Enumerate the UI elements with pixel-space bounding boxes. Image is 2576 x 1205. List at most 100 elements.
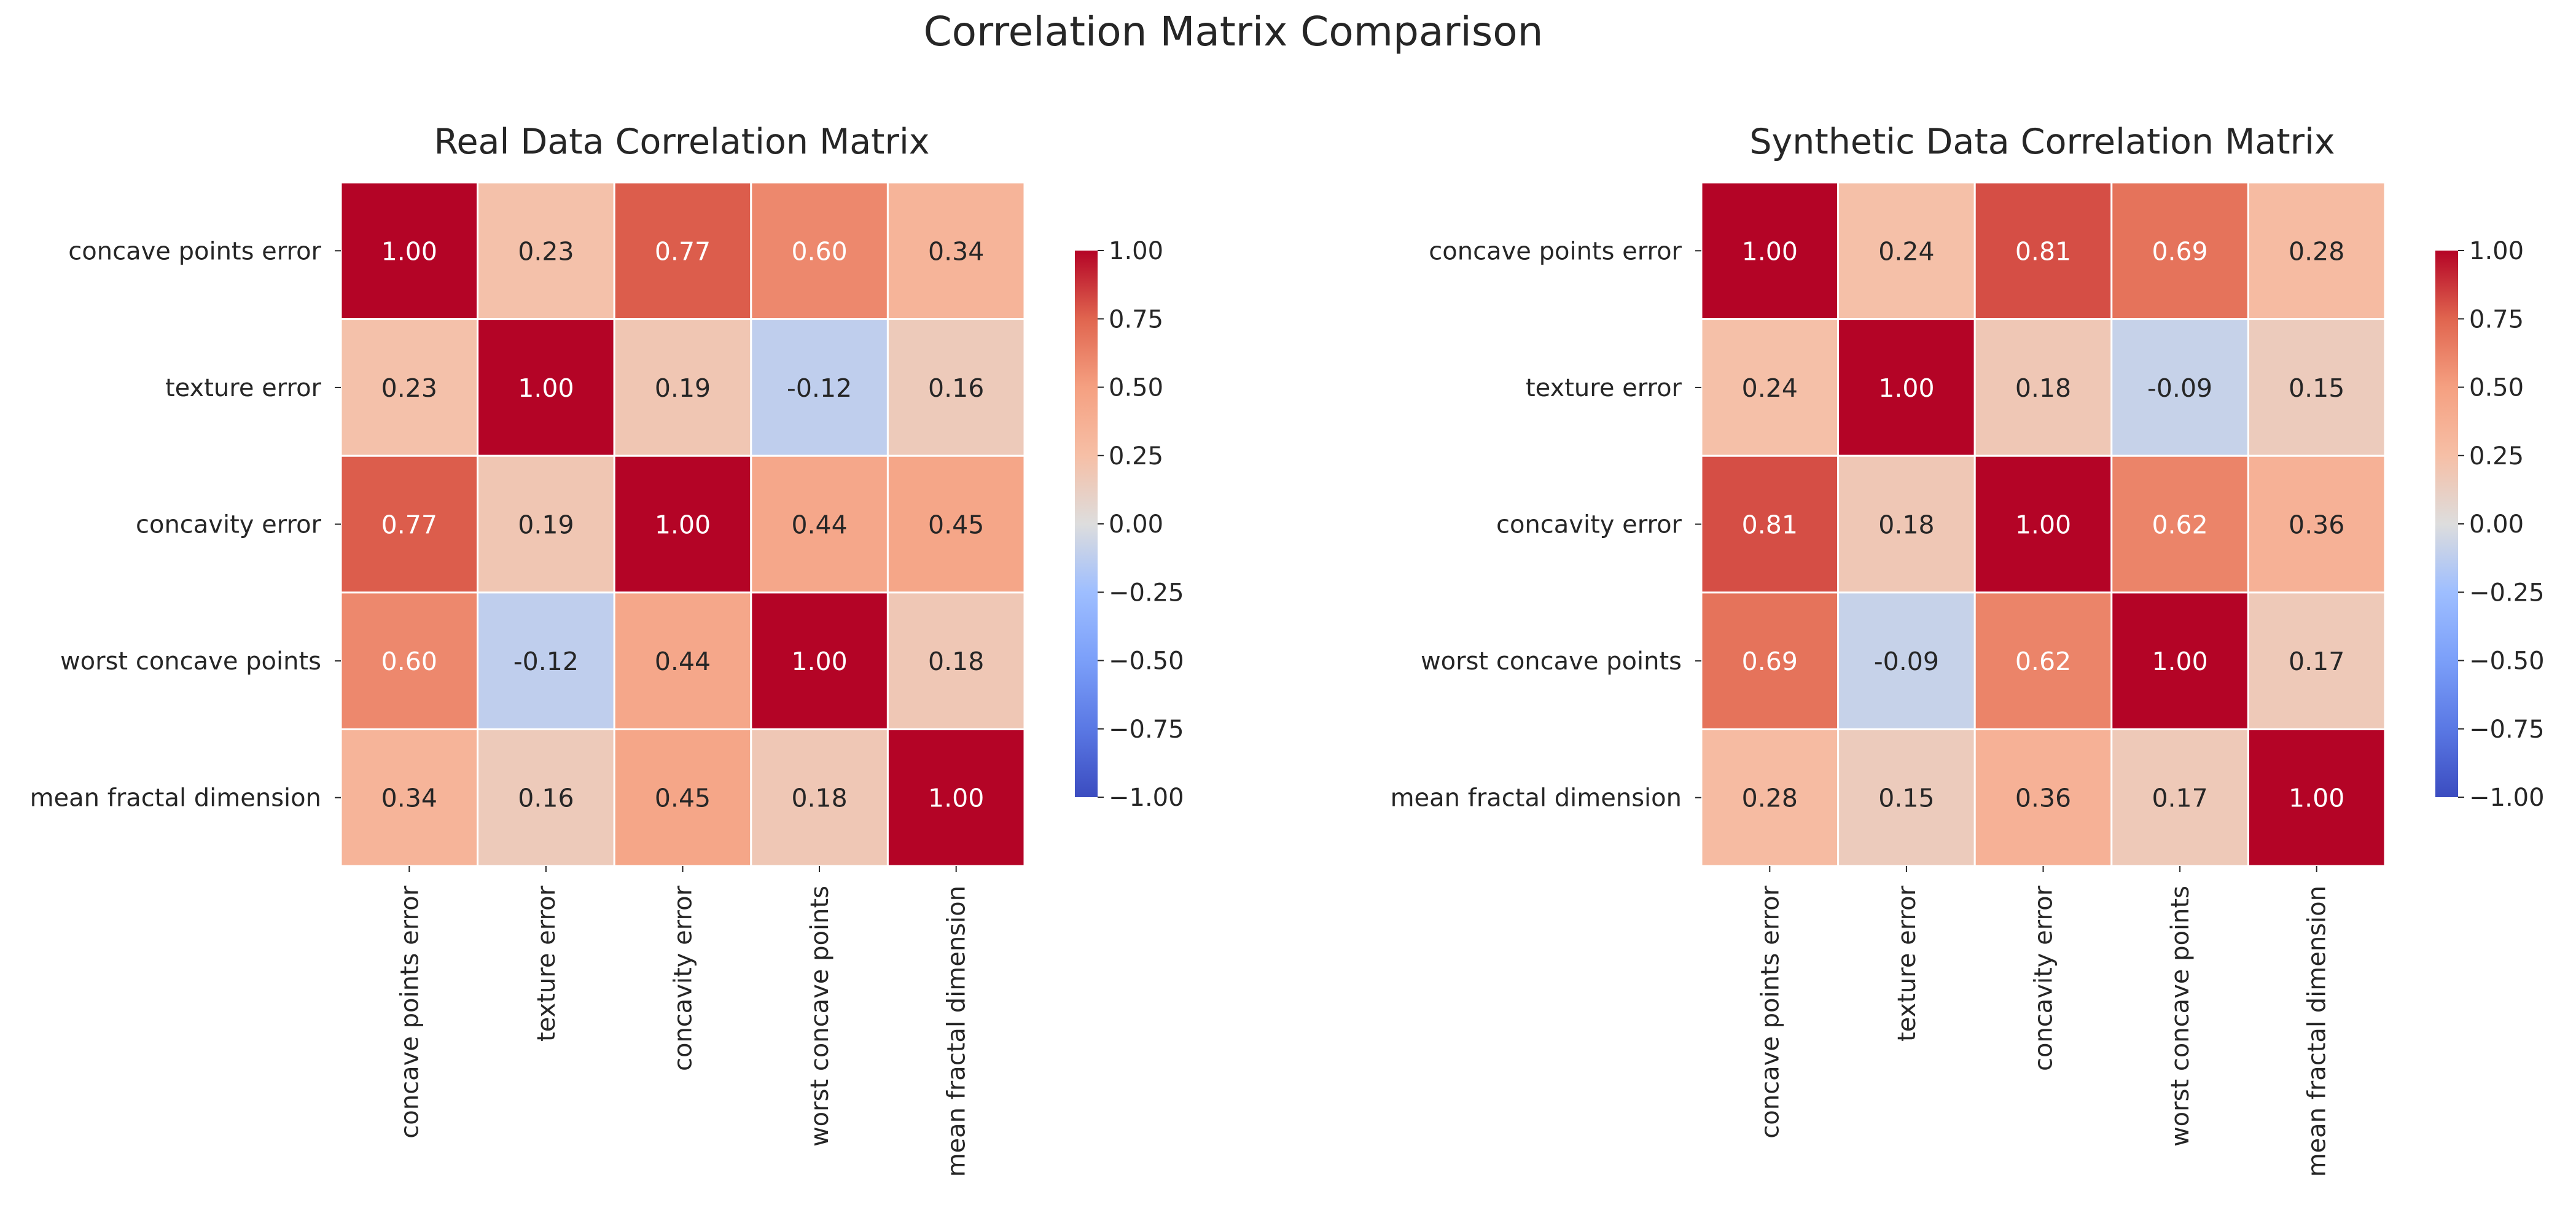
synthetic-colorbar-tick-label: 0.25 — [2469, 442, 2524, 470]
real-heatmap-y-labels: concave points error texture error concavi… — [30, 237, 341, 813]
synthetic-heatmap-cell — [2110, 318, 2249, 457]
synthetic-x-tick-label: concavity error — [2030, 885, 2058, 1071]
real-heatmap-cell-value: 0.34 — [381, 784, 437, 813]
synthetic-heatmap-panel: Synthetic Data Correlation Matrix 1.00 0.… — [1391, 122, 2545, 1177]
synthetic-x-tick-label: texture error — [1893, 885, 1921, 1042]
synthetic-heatmap-cells: 1.00 0.24 0.81 0.69 0.28 0.24 1.00 0.18 -0.09 0.1… — [1700, 181, 2386, 867]
synthetic-heatmap-cell — [1973, 181, 2113, 321]
real-heatmap-cell-value: 0.44 — [791, 510, 847, 540]
real-heatmap-cell — [340, 728, 479, 867]
real-y-tick-label: texture error — [165, 374, 322, 402]
synthetic-colorbar-tick-label: 0.00 — [2469, 510, 2524, 539]
synthetic-heatmap-cell — [2110, 454, 2249, 594]
synthetic-heatmap-cell-value: 0.62 — [2015, 647, 2071, 676]
real-heatmap-cell — [750, 181, 889, 321]
synthetic-heatmap-cell — [1837, 728, 1976, 867]
real-colorbar-tick-label: 0.75 — [1109, 305, 1163, 333]
synthetic-heatmap-cell — [1837, 454, 1976, 594]
real-heatmap-cell-value: 0.16 — [928, 373, 984, 403]
real-y-tick-label: concavity error — [136, 511, 322, 539]
synthetic-colorbar-tick-label: −0.75 — [2469, 716, 2545, 744]
real-y-tick-label: concave points error — [68, 237, 321, 265]
real-heatmap-cell-value: -0.12 — [513, 647, 579, 676]
synthetic-heatmap-cell-value: 1.00 — [1878, 373, 1934, 403]
synthetic-heatmap-cell — [2247, 318, 2386, 457]
synthetic-heatmap-x-labels: concave points error texture error concavi… — [1756, 866, 2332, 1177]
synthetic-x-tick-label: concave points error — [1756, 885, 1784, 1138]
real-x-tick-label: texture error — [533, 885, 561, 1042]
synthetic-heatmap-cell — [2247, 728, 2386, 867]
synthetic-heatmap-cell-value: 1.00 — [2289, 784, 2344, 813]
synthetic-heatmap-cell-value: 0.18 — [1878, 510, 1934, 540]
synthetic-heatmap-cell-value: 0.24 — [1742, 373, 1798, 403]
synthetic-heatmap-colorbar: 1.00 0.75 0.50 0.25 0.00 −0.25 −0.50 −0.75 −1.00 — [2435, 237, 2545, 812]
real-colorbar-tick-label: 0.50 — [1109, 374, 1163, 402]
real-heatmap-cell-value: 0.34 — [928, 236, 984, 266]
real-heatmap-cell-value: 0.18 — [791, 784, 847, 813]
synthetic-heatmap-cell — [1700, 318, 1840, 457]
synthetic-colorbar-tick-label: −1.00 — [2469, 784, 2545, 812]
real-heatmap-cell — [886, 318, 1026, 457]
real-heatmap-cell — [340, 181, 479, 321]
synthetic-y-tick-label: mean fractal dimension — [1391, 784, 1682, 813]
real-x-tick-label: concave points error — [396, 885, 424, 1138]
real-heatmap-cell-value: 0.45 — [928, 510, 984, 540]
synthetic-heatmap-cell-value: 0.15 — [1878, 784, 1934, 813]
real-heatmap-cell — [477, 728, 615, 867]
real-heatmap-cell — [613, 181, 752, 321]
real-x-tick-label: worst concave points — [806, 886, 834, 1147]
real-colorbar-tick-label: −0.25 — [1109, 579, 1184, 607]
real-heatmap-cell — [750, 591, 889, 730]
real-colorbar-tick-label: −0.75 — [1109, 716, 1184, 744]
real-heatmap-cell-value: 1.00 — [928, 784, 984, 813]
synthetic-y-tick-label: texture error — [1526, 374, 1682, 402]
real-heatmap-cell-value: 0.60 — [791, 236, 847, 266]
real-colorbar-tick-label: 0.25 — [1109, 442, 1163, 470]
real-heatmap-cell — [886, 728, 1026, 867]
synthetic-heatmap-cell — [2110, 591, 2249, 730]
synthetic-heatmap-cell-value: 0.28 — [1742, 784, 1798, 813]
real-heatmap-cell-value: 1.00 — [518, 373, 574, 403]
synthetic-heatmap-cell — [1973, 454, 2113, 594]
real-colorbar-tick-label: −1.00 — [1109, 784, 1184, 812]
real-heatmap-cell-value: 0.45 — [655, 784, 711, 813]
real-heatmap-colorbar: 1.00 0.75 0.50 0.25 0.00 −0.25 −0.50 −0.75 −1.00 — [1075, 237, 1184, 812]
synthetic-heatmap-cell — [1973, 318, 2113, 457]
real-y-tick-label: worst concave points — [60, 647, 321, 676]
real-heatmap-cell-value: 0.44 — [655, 647, 711, 676]
synthetic-x-tick-label: worst concave points — [2166, 886, 2195, 1147]
synthetic-heatmap-cell-value: 0.81 — [1742, 510, 1798, 540]
synthetic-heatmap-cell-value: 0.81 — [2015, 236, 2071, 266]
real-heatmap-cell-value: -0.12 — [787, 373, 852, 403]
synthetic-heatmap-cell-value: -0.09 — [2147, 373, 2212, 403]
synthetic-colorbar-tick-label: 0.50 — [2469, 374, 2524, 402]
synthetic-colorbar-tick-label: 1.00 — [2469, 237, 2524, 265]
real-heatmap-cell — [613, 591, 752, 730]
synthetic-y-tick-label: worst concave points — [1421, 647, 1682, 676]
synthetic-heatmap-cell — [2247, 454, 2386, 594]
synthetic-heatmap-cell — [2110, 728, 2249, 867]
real-heatmap-cell — [750, 454, 889, 594]
synthetic-colorbar-tick-label: −0.25 — [2469, 579, 2545, 607]
real-heatmap-cells: 1.00 0.23 0.77 0.60 0.34 0.23 1.00 0.19 -0.12 0.1… — [340, 181, 1026, 867]
real-heatmap-cell-value: 0.16 — [518, 784, 574, 813]
real-heatmap-cell-value: 0.18 — [928, 647, 984, 676]
synthetic-heatmap-cell — [2247, 591, 2386, 730]
real-heatmap-title: Real Data Correlation Matrix — [434, 122, 929, 162]
synthetic-heatmap-cell-value: 1.00 — [1742, 236, 1798, 266]
real-heatmap-cell-value: 0.23 — [381, 373, 437, 403]
real-heatmap-cell — [340, 318, 479, 457]
synthetic-heatmap-cell-value: 0.69 — [2152, 236, 2207, 266]
synthetic-heatmap-cell-value: 0.36 — [2015, 784, 2071, 813]
synthetic-heatmap-cell-value: 0.15 — [2289, 373, 2344, 403]
real-heatmap-cell — [613, 318, 752, 457]
synthetic-heatmap-cell-value: 0.18 — [2015, 373, 2071, 403]
synthetic-y-tick-label: concave points error — [1429, 237, 1682, 265]
synthetic-heatmap-cell-value: 0.17 — [2289, 647, 2344, 676]
synthetic-heatmap-cell-value: 1.00 — [2152, 647, 2207, 676]
real-heatmap-cell — [477, 454, 615, 594]
real-heatmap-cell-value: 0.77 — [655, 236, 711, 266]
synthetic-heatmap-y-labels: concave points error texture error concavi… — [1391, 237, 1701, 813]
real-heatmap-cell-value: 1.00 — [381, 236, 437, 266]
